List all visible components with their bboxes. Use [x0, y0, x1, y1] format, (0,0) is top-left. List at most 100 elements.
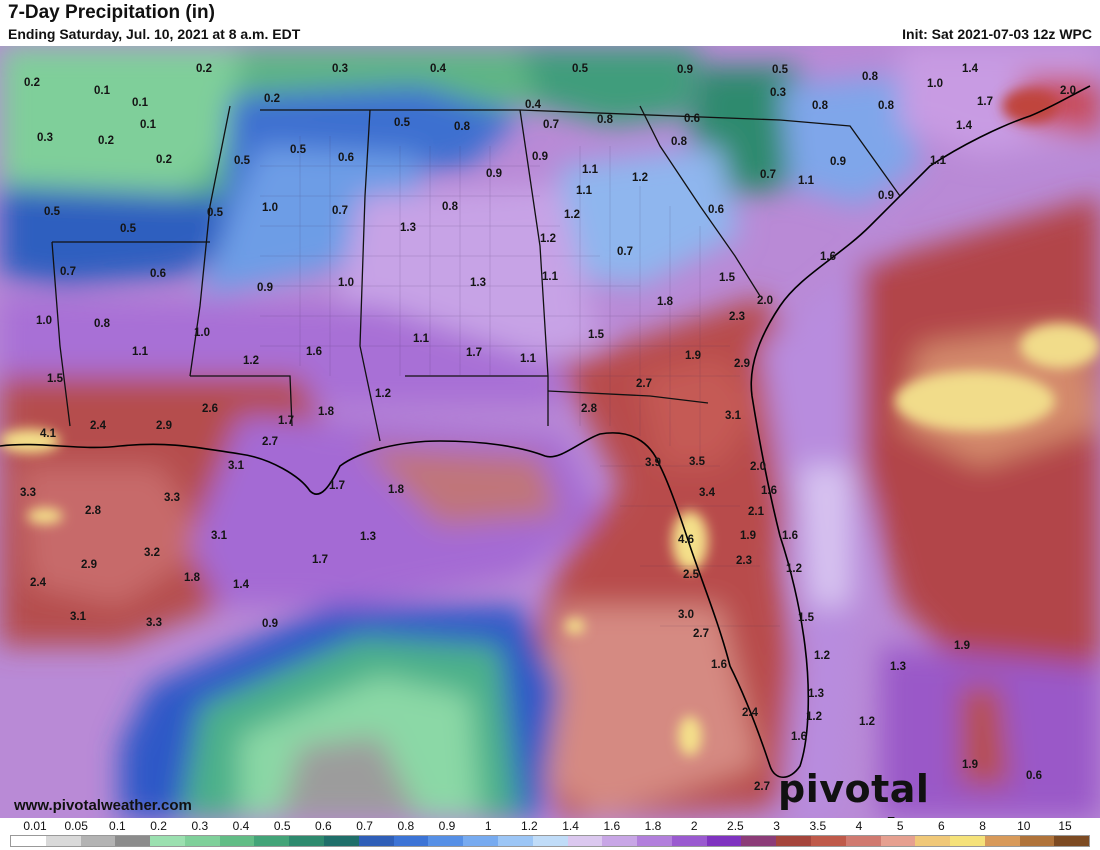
- legend-swatch: [880, 836, 916, 846]
- precip-value-label: 1.4: [956, 120, 973, 132]
- legend-tick-label: 0.4: [232, 819, 250, 833]
- precip-value-label: 0.5: [44, 206, 61, 218]
- precip-value-label: 1.0: [262, 202, 278, 214]
- precip-value-label: 0.5: [207, 207, 224, 219]
- precip-value-label: 1.1: [582, 164, 599, 176]
- legend-swatch: [497, 836, 533, 846]
- precip-value-label: 1.3: [360, 531, 376, 543]
- precip-value-label: 2.4: [30, 577, 47, 589]
- legend-tick-label: 1.4: [562, 819, 579, 833]
- precip-value-label: 1.1: [576, 185, 593, 197]
- legend-tick-label: 0.5: [273, 819, 291, 833]
- precip-value-label: 1.6: [782, 530, 798, 542]
- precip-value-label: 1.1: [413, 333, 430, 345]
- legend-tick-label: 0.7: [356, 819, 373, 833]
- precip-value-label: 1.7: [329, 480, 345, 492]
- precip-value-label: 0.9: [677, 64, 693, 76]
- precip-value-label: 1.0: [194, 327, 210, 339]
- header: 7-Day Precipitation (in) Ending Saturday…: [0, 0, 1100, 46]
- precip-value-label: 0.2: [264, 93, 280, 105]
- precip-value-label: 1.9: [954, 640, 970, 652]
- precip-value-label: 1.3: [400, 222, 416, 234]
- precip-value-label: 3.1: [228, 460, 245, 472]
- precip-value-label: 0.1: [140, 119, 157, 131]
- precip-value-label: 2.3: [729, 311, 745, 323]
- legend-tick-label: 0.01: [23, 819, 47, 833]
- precip-value-label: 1.5: [798, 612, 815, 624]
- legend-swatch: [358, 836, 394, 846]
- legend-bar: [10, 835, 1090, 847]
- precip-value-label: 3.3: [146, 617, 162, 629]
- precip-value-label: 0.2: [98, 135, 114, 147]
- precip-value-label: 0.1: [132, 97, 149, 109]
- precip-value-label: 2.4: [742, 707, 759, 719]
- legend-swatch: [11, 836, 46, 846]
- precip-value-label: 3.9: [645, 457, 661, 469]
- legend-swatch: [45, 836, 81, 846]
- coastline: [0, 85, 1091, 779]
- precip-value-label: 4.6: [678, 534, 694, 546]
- precip-value-label: 0.8: [94, 318, 111, 330]
- precip-value-label: 1.2: [632, 172, 648, 184]
- precip-value-label: 1.1: [542, 271, 559, 283]
- precip-value-label: 2.0: [1060, 85, 1076, 97]
- precip-value-label: 0.6: [150, 268, 166, 280]
- precip-value-label: 1.6: [820, 251, 836, 263]
- precip-value-label: 2.0: [750, 461, 766, 473]
- precip-value-label: 0.4: [430, 63, 447, 75]
- precip-value-label: 0.8: [454, 121, 471, 133]
- legend-tick-label: 5: [896, 819, 904, 833]
- precip-value-label: 0.3: [37, 132, 53, 144]
- legend-tick-label: 2.5: [727, 819, 744, 833]
- precip-value-label: 0.3: [770, 87, 786, 99]
- legend-tick-label: 1.8: [644, 819, 662, 833]
- precip-value-label: 0.3: [332, 63, 348, 75]
- precip-value-label: 2.3: [736, 555, 752, 567]
- precip-value-label: 0.5: [572, 63, 589, 75]
- precip-value-label: 3.4: [699, 487, 716, 499]
- map-title: 7-Day Precipitation (in): [8, 2, 215, 23]
- legend-swatch: [150, 836, 185, 846]
- precip-value-label: 1.5: [47, 373, 64, 385]
- precip-value-label: 3.2: [144, 547, 160, 559]
- precip-value-label: 1.1: [520, 353, 537, 365]
- legend-swatch: [532, 836, 568, 846]
- legend-tick-label: 15: [1058, 819, 1072, 833]
- precip-value-label: 2.9: [81, 559, 97, 571]
- precip-value-label: 1.2: [806, 711, 822, 723]
- precip-value-label: 0.9: [262, 618, 278, 630]
- precip-value-label: 0.8: [812, 100, 829, 112]
- precip-value-label: 1.2: [859, 716, 875, 728]
- legend-swatch: [602, 836, 638, 846]
- legend-tick-label: 0.6: [315, 819, 332, 833]
- legend-swatch: [706, 836, 742, 846]
- precip-value-label: 0.1: [94, 85, 111, 97]
- precip-value-label: 2.7: [754, 781, 770, 793]
- precip-value-label: 2.5: [683, 569, 700, 581]
- legend-swatch: [324, 836, 359, 846]
- site-url[interactable]: www.pivotalweather.com: [14, 797, 192, 814]
- precip-value-label: 1.8: [388, 484, 405, 496]
- legend-tick-label: 3: [773, 819, 780, 833]
- legend-swatch: [950, 836, 985, 846]
- precip-value-label: 2.8: [85, 505, 102, 517]
- precip-value-label: 1.1: [930, 155, 947, 167]
- precip-value-label: 2.1: [748, 506, 765, 518]
- amount-labels: 0.2 0.1 0.2 0.3 0.4 0.5 0.9 0.5 0.8 1.4 1.0 2.0 0.1 0…: [20, 63, 1076, 793]
- precip-value-label: 1.7: [977, 96, 993, 108]
- precip-value-label: 1.6: [711, 659, 727, 671]
- precip-value-label: 0.5: [772, 64, 789, 76]
- precip-value-label: 2.0: [757, 295, 773, 307]
- precipitation-map[interactable]: 0.2 0.1 0.2 0.3 0.4 0.5 0.9 0.5 0.8 1.4 1.0 2.0 0.1 0…: [0, 46, 1100, 818]
- precip-value-label: 0.6: [338, 152, 354, 164]
- legend-tick-label: 1.6: [603, 819, 621, 833]
- legend-swatch: [289, 836, 325, 846]
- precip-value-label: 0.7: [760, 169, 776, 181]
- precip-value-label: 1.1: [798, 175, 815, 187]
- precip-value-label: 1.2: [786, 563, 802, 575]
- precip-value-label: 2.4: [90, 420, 107, 432]
- color-legend: 0.01 0.05 0.1 0.2 0.3 0.4 0.5 0.6 0.7 0.8 0.9 1 1.2 1…: [0, 818, 1100, 850]
- precip-value-label: 1.1: [132, 346, 149, 358]
- legend-tick-label: 6: [938, 819, 945, 833]
- precip-value-label: 1.0: [338, 277, 354, 289]
